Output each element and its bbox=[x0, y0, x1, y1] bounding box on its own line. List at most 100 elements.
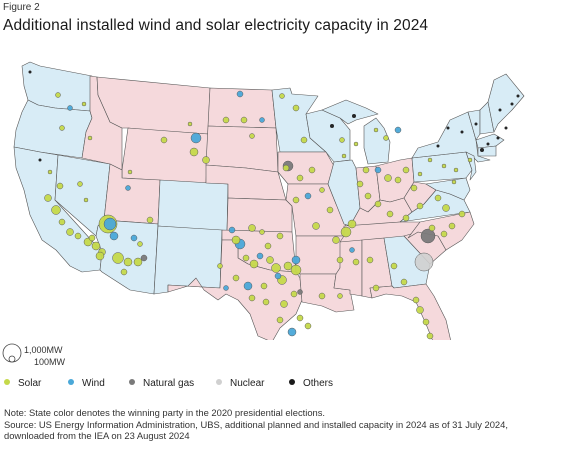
solar-capacity-bubble bbox=[187, 121, 193, 127]
notes-block: Note: State color denotes the winning pa… bbox=[4, 407, 574, 442]
solar-capacity-bubble bbox=[426, 332, 434, 340]
others-capacity-bubble bbox=[504, 126, 508, 130]
legend-item-natural-gas: Natural gas bbox=[129, 378, 194, 389]
legend-swatch-solar bbox=[4, 379, 10, 386]
solar-capacity-bubble bbox=[390, 262, 398, 270]
legend-item-wind: Wind bbox=[68, 378, 105, 389]
wind-capacity-bubble bbox=[259, 117, 265, 123]
legend-swatch-natural-gas bbox=[129, 379, 135, 386]
solar-capacity-bubble bbox=[59, 125, 65, 131]
wind-capacity-bubble bbox=[304, 192, 312, 200]
wind-capacity-bubble bbox=[67, 105, 73, 111]
solar-capacity-bubble bbox=[326, 206, 334, 214]
natural-gas-capacity-bubble bbox=[140, 254, 148, 262]
solar-capacity-bubble bbox=[412, 296, 420, 304]
others-capacity-bubble bbox=[510, 102, 514, 106]
solar-capacity-bubble bbox=[66, 228, 74, 236]
solar-capacity-bubble bbox=[87, 135, 93, 141]
solar-capacity-bubble bbox=[160, 136, 168, 144]
wind-capacity-bubble bbox=[349, 247, 355, 253]
solar-capacity-bubble bbox=[366, 256, 374, 264]
solar-capacity-bubble bbox=[296, 314, 304, 322]
wind-capacity-bubble bbox=[103, 217, 117, 231]
wind-capacity-bubble bbox=[190, 132, 202, 144]
solar-capacity-bubble bbox=[217, 263, 223, 269]
solar-capacity-bubble bbox=[319, 187, 325, 193]
solar-capacity-bubble bbox=[290, 290, 298, 298]
natural-gas-capacity-bubble bbox=[297, 289, 303, 295]
solar-capacity-bubble bbox=[400, 278, 408, 286]
others-capacity-bubble bbox=[38, 158, 42, 162]
solar-capacity-bubble bbox=[248, 224, 256, 232]
solar-capacity-bubble bbox=[259, 229, 265, 235]
solar-capacity-bubble bbox=[383, 135, 389, 141]
solar-capacity-bubble bbox=[137, 241, 143, 247]
others-capacity-bubble bbox=[330, 124, 334, 128]
solar-capacity-bubble bbox=[339, 137, 345, 143]
solar-capacity-bubble bbox=[58, 218, 66, 226]
wind-capacity-bubble bbox=[274, 272, 282, 280]
solar-capacity-bubble bbox=[44, 194, 52, 202]
solar-capacity-bubble bbox=[442, 204, 450, 212]
solar-capacity-bubble bbox=[77, 181, 83, 187]
solar-capacity-bubble bbox=[352, 258, 360, 266]
solar-capacity-bubble bbox=[300, 136, 308, 144]
others-capacity-bubble bbox=[496, 136, 500, 140]
solar-capacity-bubble bbox=[308, 166, 316, 174]
solar-capacity-bubble bbox=[249, 133, 255, 139]
size-legend-small-circle bbox=[8, 355, 16, 363]
natural-gas-capacity-bubble bbox=[420, 228, 436, 244]
solar-capacity-bubble bbox=[341, 153, 347, 159]
solar-capacity-bubble bbox=[276, 232, 284, 240]
us-map bbox=[13, 61, 525, 340]
note-line: Note: State color denotes the winning pa… bbox=[4, 407, 326, 418]
solar-capacity-bubble bbox=[353, 141, 359, 147]
solar-capacity-bubble bbox=[232, 274, 240, 282]
solar-capacity-bubble bbox=[231, 235, 241, 245]
solar-capacity-bubble bbox=[318, 292, 326, 300]
solar-capacity-bubble bbox=[282, 164, 290, 172]
wind-capacity-bubble bbox=[223, 285, 229, 291]
solar-capacity-bubble bbox=[189, 147, 199, 157]
state-south-dakota bbox=[205, 125, 279, 173]
solar-capacity-bubble bbox=[240, 116, 248, 124]
solar-capacity-bubble bbox=[337, 293, 343, 299]
wind-capacity-bubble bbox=[394, 126, 402, 134]
solar-capacity-bubble bbox=[332, 236, 340, 244]
wind-capacity-bubble bbox=[243, 281, 253, 291]
solar-capacity-bubble bbox=[416, 202, 424, 210]
nuclear-capacity-bubble bbox=[414, 252, 434, 272]
others-capacity-bubble bbox=[480, 148, 484, 152]
solar-capacity-bubble bbox=[120, 268, 128, 276]
others-capacity-bubble bbox=[486, 142, 490, 146]
solar-capacity-bubble bbox=[248, 294, 256, 302]
size-legend-large-label: 1,000MW bbox=[24, 345, 63, 355]
solar-capacity-bubble bbox=[304, 322, 312, 330]
size-legend-large-circle bbox=[2, 343, 22, 363]
solar-capacity-bubble bbox=[441, 163, 447, 169]
legend-label-natural-gas: Natural gas bbox=[143, 378, 195, 389]
legend-swatch-others bbox=[289, 379, 295, 386]
solar-capacity-bubble bbox=[95, 251, 105, 261]
legend-label-wind: Wind bbox=[82, 378, 105, 389]
state-texas bbox=[167, 239, 303, 340]
wind-capacity-bubble bbox=[291, 255, 301, 265]
solar-capacity-bubble bbox=[262, 298, 270, 306]
state-florida bbox=[369, 283, 451, 340]
legend-item-nuclear: Nuclear bbox=[216, 378, 264, 389]
solar-capacity-bubble bbox=[402, 214, 410, 222]
wind-capacity-bubble bbox=[236, 90, 244, 98]
solar-capacity-bubble bbox=[410, 184, 418, 192]
solar-capacity-bubble bbox=[402, 166, 410, 174]
chart-title: Additional installed wind and solar elec… bbox=[3, 17, 429, 34]
solar-capacity-bubble bbox=[372, 284, 380, 292]
legend-label-others: Others bbox=[303, 378, 334, 389]
solar-capacity-bubble bbox=[347, 219, 357, 229]
solar-capacity-bubble bbox=[336, 256, 344, 264]
solar-capacity-bubble bbox=[394, 176, 402, 184]
solar-capacity-bubble bbox=[91, 241, 101, 251]
solar-capacity-bubble bbox=[451, 179, 457, 185]
size-legend-circles bbox=[2, 343, 22, 363]
solar-capacity-bubble bbox=[146, 216, 154, 224]
solar-capacity-bubble bbox=[276, 316, 284, 324]
